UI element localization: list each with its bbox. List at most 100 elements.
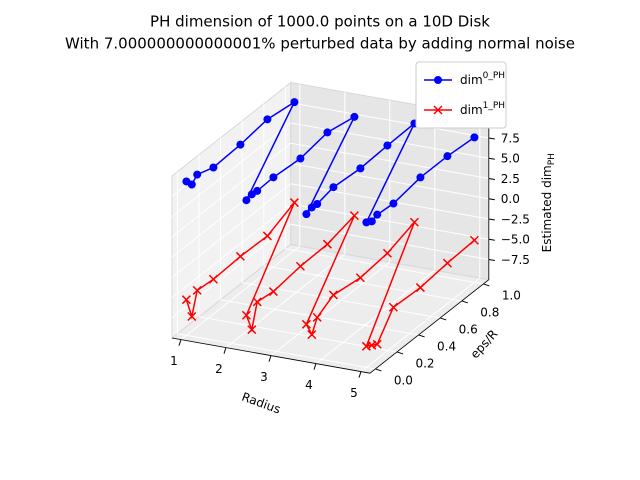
axes-box (170, 81, 490, 374)
x-tick-label: 2 (215, 362, 223, 376)
y-tick-label: 0.4 (437, 339, 456, 353)
data-point (329, 183, 338, 192)
grid-line (225, 253, 346, 348)
data-point (322, 239, 332, 249)
data-point (235, 251, 245, 261)
y-tick-label: 0.8 (480, 305, 499, 319)
chart-subtitle: With 7.000000000000001% perturbed data b… (65, 35, 575, 53)
data-point (301, 319, 311, 329)
data-point (367, 217, 376, 226)
grid-line (315, 269, 436, 364)
data-point (349, 211, 359, 221)
tick-mark (488, 137, 495, 140)
data-point (263, 115, 272, 124)
tick-mark (488, 157, 495, 160)
grid-line (171, 142, 292, 238)
data-point (350, 112, 359, 121)
tick-mark (178, 339, 182, 346)
data-point (388, 302, 398, 312)
data-point (262, 231, 272, 241)
z-tick-label: 2.5 (501, 172, 520, 186)
x-tick-label: 3 (260, 370, 268, 384)
legend-label: dim0_PH (460, 71, 505, 87)
tick-mark (488, 258, 495, 261)
data-point (409, 217, 419, 227)
tick-mark (396, 351, 404, 355)
data-point (356, 164, 365, 173)
grid-line (263, 265, 462, 302)
grid-line (242, 282, 441, 319)
chart-title: PH dimension of 1000.0 points on a 10D D… (150, 13, 490, 31)
data-point (241, 310, 251, 320)
data-point (208, 274, 218, 284)
y-tick-label: 1.0 (502, 288, 521, 302)
legend-marker (433, 105, 443, 115)
data-point (372, 339, 382, 349)
data-point (328, 290, 338, 300)
data-point (382, 248, 392, 258)
data-point (302, 210, 311, 219)
z-axis-label: Estimated dimPH (539, 153, 556, 252)
data-point (323, 128, 332, 137)
data-point (373, 210, 382, 219)
data-point (307, 330, 317, 340)
data-point (209, 163, 218, 172)
x-axis-label: Radius (240, 390, 283, 417)
grid-line (171, 183, 292, 278)
data-point (383, 141, 392, 150)
axis-line (171, 337, 371, 374)
tick-mark (488, 198, 495, 201)
data-point (296, 154, 305, 163)
x-tick-label: 5 (350, 386, 358, 400)
data-point (193, 170, 202, 179)
x-tick-label: 4 (305, 378, 313, 392)
data-point (192, 285, 202, 295)
data-point (269, 173, 278, 182)
tick-mark (488, 177, 495, 180)
grid-line (270, 261, 391, 356)
data-point (470, 133, 479, 142)
z-tick-label: 0.0 (501, 192, 520, 206)
grid-line (290, 102, 489, 139)
grid-line (171, 122, 292, 217)
tick-mark (375, 368, 382, 372)
grid-line (290, 183, 489, 220)
grid-line (177, 333, 376, 370)
grid-line (171, 203, 292, 298)
tick-mark (418, 334, 425, 338)
tick-mark (483, 283, 490, 287)
data-point (442, 258, 452, 268)
z-tick-label: −5.0 (501, 233, 530, 247)
data-point (181, 295, 191, 305)
z-tick-label: 7.5 (501, 131, 520, 145)
tick-mark (488, 218, 495, 221)
data-point (236, 140, 245, 149)
data-point (187, 180, 196, 189)
z-tick-label: −7.5 (501, 253, 530, 267)
tick-mark (313, 363, 317, 370)
tick-mark (268, 355, 272, 362)
data-point (312, 312, 322, 322)
z-tick-label: 5.0 (501, 152, 520, 166)
grid-line (290, 142, 489, 179)
y-tick-label: 0.2 (415, 356, 434, 370)
data-point (416, 173, 425, 182)
tick-mark (440, 317, 447, 321)
grid-line (198, 316, 398, 353)
legend-label: dim1_PH (460, 101, 505, 117)
data-point (268, 287, 278, 297)
data-point (252, 297, 262, 307)
data-point (389, 199, 398, 208)
y-tick-label: 0.0 (394, 373, 413, 387)
y-tick-label: 0.6 (459, 322, 478, 336)
data-point (289, 198, 299, 208)
grid-line (285, 248, 484, 285)
z-tick-label: −2.5 (501, 212, 530, 226)
grid-line (290, 203, 489, 240)
tick-mark (461, 300, 468, 304)
data-point (247, 325, 257, 335)
data-point (415, 283, 425, 293)
data-point (242, 196, 251, 205)
grid-line (360, 277, 481, 372)
data-point (187, 311, 197, 322)
